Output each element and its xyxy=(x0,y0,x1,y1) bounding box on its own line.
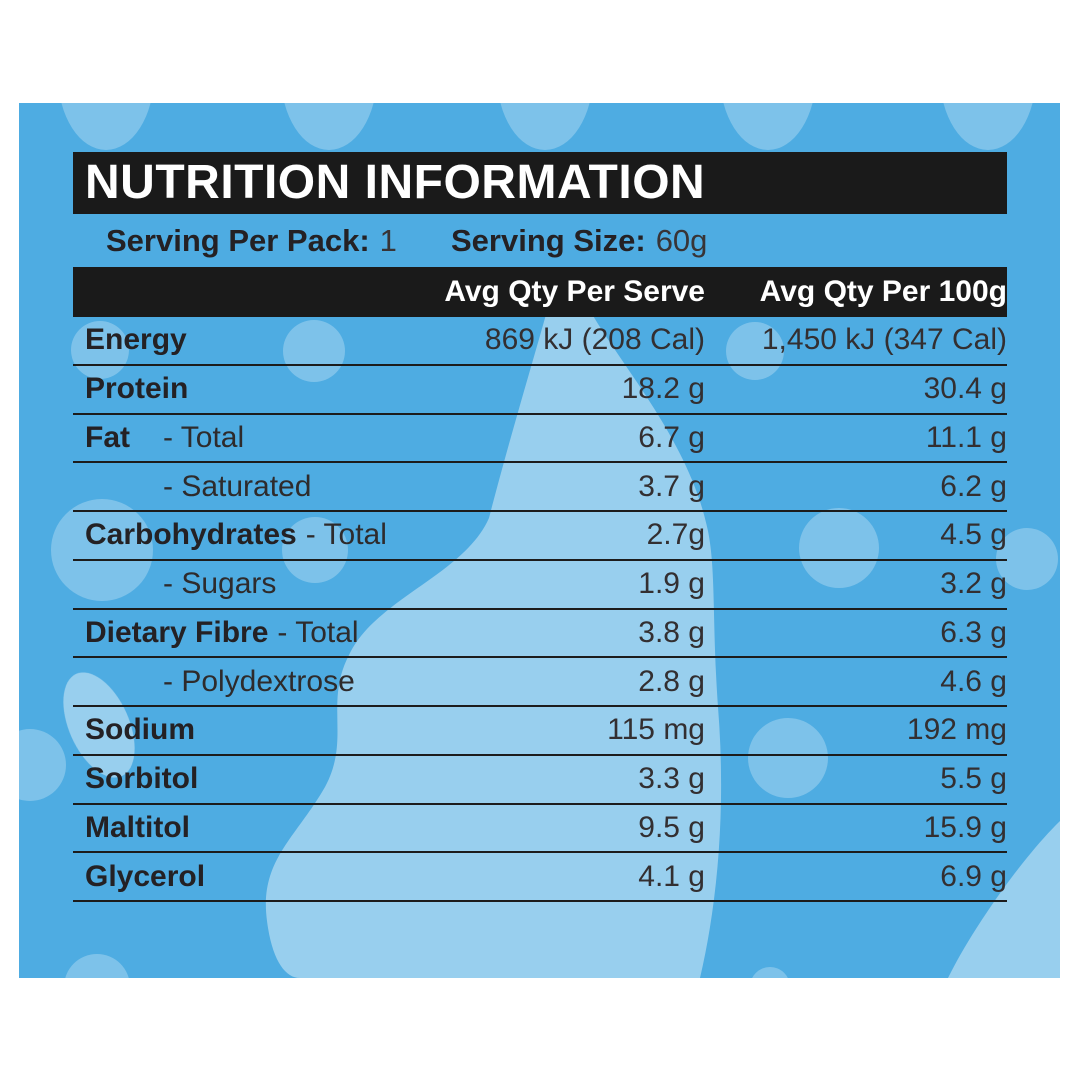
per100-value: 15.9 g xyxy=(923,810,1007,844)
row-label: Glycerol xyxy=(73,853,413,900)
per100-value: 6.2 g xyxy=(940,469,1007,503)
per100-value: 4.5 g xyxy=(940,518,1007,552)
table-row: - Saturated 3.7 g 6.2 g xyxy=(73,463,1007,512)
per100-value: 1,450 kJ (347 Cal) xyxy=(761,323,1007,357)
per100-value: 11.1 g xyxy=(925,420,1007,454)
row-label-text: - Sugars xyxy=(163,567,277,601)
serve-value: 1.9 g xyxy=(638,567,705,601)
column-header-100g: Avg Qty Per 100g xyxy=(759,275,1007,308)
serve-value: 2.7g xyxy=(646,518,705,552)
row-label: Dietary Fibre - Total xyxy=(73,610,413,657)
serving-per-pack: Serving Per Pack: 1 xyxy=(106,223,397,259)
table-row: Dietary Fibre - Total 3.8 g 6.3 g xyxy=(73,610,1007,659)
table-row: Protein 18.2 g 30.4 g xyxy=(73,366,1007,415)
row-label-text: - Total xyxy=(305,518,387,552)
per100-value: 4.6 g xyxy=(940,664,1007,698)
serve-value: 9.5 g xyxy=(638,810,705,844)
per100-value: 30.4 g xyxy=(923,372,1007,406)
per100-value: 6.3 g xyxy=(940,615,1007,649)
row-label-bold: Carbohydrates xyxy=(85,518,297,552)
serve-value: 18.2 g xyxy=(621,372,705,406)
row-label-bold: Maltitol xyxy=(85,810,190,844)
row-label-bold: Sorbitol xyxy=(85,762,199,796)
column-header-serve: Avg Qty Per Serve xyxy=(444,275,705,308)
table-row: - Polydextrose 2.8 g 4.6 g xyxy=(73,658,1007,707)
serving-size: Serving Size: 60g xyxy=(451,223,707,259)
nutrition-title-bar: NUTRITION INFORMATION xyxy=(73,152,1007,214)
per100-value: 3.2 g xyxy=(940,567,1007,601)
serving-per-pack-value: 1 xyxy=(379,222,397,258)
row-label-bold: Protein xyxy=(85,372,189,406)
row-label-bold: Fat xyxy=(85,420,130,454)
serving-size-label: Serving Size: xyxy=(451,222,646,258)
table-row: Carbohydrates - Total 2.7g 4.5 g xyxy=(73,512,1007,561)
per100-value: 6.9 g xyxy=(940,859,1007,893)
nutrition-title: NUTRITION INFORMATION xyxy=(85,156,706,209)
serving-info-row: Serving Per Pack: 1 Serving Size: 60g xyxy=(73,214,1007,267)
table-row: - Sugars 1.9 g 3.2 g xyxy=(73,561,1007,610)
row-label-text: - Saturated xyxy=(163,469,312,503)
row-label: - Polydextrose xyxy=(73,658,413,705)
table-row: Energy 869 kJ (208 Cal) 1,450 kJ (347 Cal) xyxy=(73,317,1007,366)
serve-value: 115 mg xyxy=(607,713,705,747)
table-row: Sodium 115 mg 192 mg xyxy=(73,707,1007,756)
column-header-bar: Avg Qty Per Serve Avg Qty Per 100g xyxy=(73,267,1007,317)
serve-value: 869 kJ (208 Cal) xyxy=(484,323,705,357)
serve-value: 4.1 g xyxy=(638,859,705,893)
row-label: - Sugars xyxy=(73,561,413,608)
row-label: - Saturated xyxy=(73,463,413,510)
row-label: Energy xyxy=(73,317,413,364)
row-label-text: - Total xyxy=(163,420,245,454)
per100-value: 192 mg xyxy=(906,713,1007,747)
table-row: Glycerol 4.1 g 6.9 g xyxy=(73,853,1007,902)
serve-value: 2.8 g xyxy=(638,664,705,698)
serve-value: 3.8 g xyxy=(638,615,705,649)
per100-value: 5.5 g xyxy=(940,762,1007,796)
row-label-bold: Dietary Fibre xyxy=(85,615,269,649)
serve-value: 3.7 g xyxy=(638,469,705,503)
row-label: Fat - Total xyxy=(73,415,413,462)
row-label: Protein xyxy=(73,366,413,413)
nutrition-table: Energy 869 kJ (208 Cal) 1,450 kJ (347 Cal)… xyxy=(73,317,1007,902)
row-label: Sorbitol xyxy=(73,756,413,803)
table-row: Sorbitol 3.3 g 5.5 g xyxy=(73,756,1007,805)
row-label: Carbohydrates - Total xyxy=(73,512,413,559)
row-label-text: - Polydextrose xyxy=(163,664,355,698)
table-row: Maltitol 9.5 g 15.9 g xyxy=(73,805,1007,854)
serving-size-value: 60g xyxy=(655,222,708,258)
row-label-bold: Sodium xyxy=(85,713,195,747)
nutrition-panel: NUTRITION INFORMATION Serving Per Pack: … xyxy=(19,103,1060,978)
serving-per-pack-label: Serving Per Pack: xyxy=(106,222,370,258)
wash-silhouette xyxy=(63,293,1060,978)
table-row: Fat - Total 6.7 g 11.1 g xyxy=(73,415,1007,464)
row-label-bold: Energy xyxy=(85,323,187,357)
row-label: Maltitol xyxy=(73,805,413,852)
serve-value: 6.7 g xyxy=(638,420,705,454)
row-label-bold: Glycerol xyxy=(85,859,206,893)
row-label-text: - Total xyxy=(277,615,359,649)
row-label: Sodium xyxy=(73,707,413,754)
serve-value: 3.3 g xyxy=(638,762,705,796)
